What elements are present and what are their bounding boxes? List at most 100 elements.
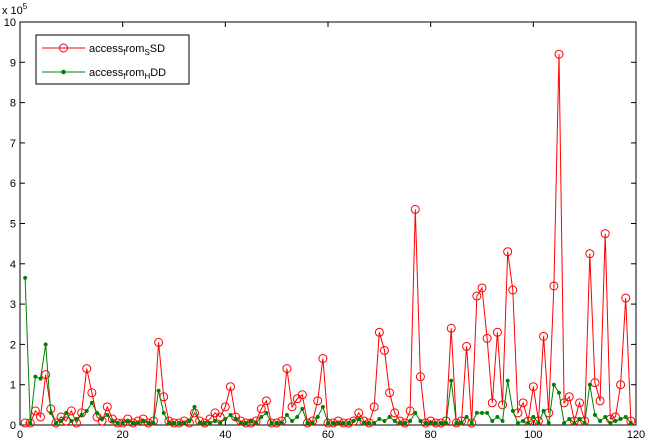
- data-point-hdd: [526, 420, 531, 426]
- legend-marker-ssd: [59, 43, 68, 53]
- data-point-ssd: [220, 402, 230, 412]
- data-point-hdd: [141, 418, 146, 424]
- data-point-hdd: [300, 406, 305, 411]
- y-tick-label: 8: [10, 98, 16, 110]
- data-point-ssd: [261, 396, 271, 406]
- data-point-hdd: [444, 420, 449, 426]
- data-point-hdd: [413, 410, 418, 415]
- data-point-ssd: [154, 337, 164, 347]
- data-point-hdd: [628, 420, 633, 426]
- data-point-hdd: [408, 418, 413, 424]
- legend-entry-ssd: accessfromSSD: [42, 43, 165, 57]
- data-point-hdd: [315, 414, 320, 419]
- data-point-hdd: [223, 416, 228, 422]
- y-exponent-label: x 105: [2, 2, 28, 17]
- axes: 0 20 40 60 80 100 120 0 1 2 3 4 5 6 7 8 9 10: [4, 17, 645, 441]
- legend-ssd-sub2: S: [144, 48, 149, 57]
- data-point-hdd: [264, 410, 269, 415]
- data-point-ssd: [51, 418, 61, 428]
- y-exponent-power: 5: [23, 2, 28, 11]
- data-point-hdd: [521, 418, 526, 424]
- data-point-hdd: [608, 420, 613, 426]
- data-point-hdd: [495, 414, 500, 419]
- data-point-hdd: [454, 420, 459, 426]
- data-point-hdd: [428, 420, 433, 426]
- data-point-hdd: [402, 420, 408, 426]
- data-point-hdd: [351, 418, 356, 424]
- plot-area: [20, 22, 636, 425]
- data-point-ssd: [595, 396, 605, 406]
- data-point-hdd: [105, 412, 110, 417]
- data-point-hdd: [89, 400, 94, 405]
- data-point-ssd: [415, 372, 425, 382]
- data-point-ssd: [379, 345, 389, 355]
- data-point-hdd: [171, 420, 177, 426]
- data-point-hdd: [48, 410, 53, 415]
- data-point-ssd: [503, 247, 513, 257]
- data-point-hdd: [100, 416, 105, 422]
- data-point-ssd: [467, 418, 477, 428]
- legend-marker-hdd: [61, 69, 66, 75]
- data-point-hdd: [433, 420, 438, 426]
- data-point-hdd: [331, 420, 336, 426]
- legend-box: [35, 34, 190, 85]
- y-exponent-base: x 10: [2, 5, 23, 17]
- x-tick-label: 80: [425, 429, 437, 441]
- legend-hdd-mid: rom: [125, 67, 144, 79]
- data-point-ssd: [318, 354, 328, 364]
- data-point-hdd: [469, 420, 474, 426]
- legend-label-hdd: accessfromHDD: [89, 67, 166, 81]
- data-point-ssd: [482, 333, 492, 343]
- data-point-hdd: [43, 342, 48, 347]
- data-point-hdd: [182, 420, 187, 426]
- legend: accessfromSSD accessfromHDD: [35, 34, 190, 85]
- data-point-hdd: [84, 408, 89, 413]
- data-point-hdd: [438, 420, 443, 426]
- legend-ssd-mid: rom: [125, 43, 144, 55]
- y-tick-label: 3: [10, 299, 16, 311]
- data-point-hdd: [546, 420, 551, 426]
- data-point-hdd: [372, 420, 377, 426]
- data-point-hdd: [592, 412, 597, 417]
- x-tick-label: 60: [322, 429, 334, 441]
- data-point-hdd: [110, 418, 115, 424]
- data-point-hdd: [218, 420, 223, 426]
- data-point-hdd: [187, 418, 192, 424]
- data-point-hdd: [233, 416, 238, 422]
- data-point-hdd: [53, 420, 58, 426]
- data-point-hdd: [94, 410, 100, 415]
- data-point-hdd: [474, 410, 479, 415]
- data-point-hdd: [464, 414, 469, 419]
- data-point-ssd: [462, 341, 472, 351]
- data-point-hdd: [556, 390, 562, 395]
- x-tick-label: 40: [219, 429, 231, 441]
- data-point-hdd: [505, 378, 510, 383]
- data-point-hdd: [500, 418, 505, 424]
- data-point-ssd: [282, 364, 292, 374]
- legend-ssd-sub: f: [123, 48, 126, 57]
- data-point-hdd: [274, 420, 279, 426]
- y-tick-label: 6: [10, 178, 16, 190]
- data-point-ssd: [590, 378, 600, 388]
- data-point-hdd: [341, 420, 346, 426]
- data-point-hdd: [146, 420, 151, 426]
- data-point-hdd: [515, 420, 520, 426]
- data-point-hdd: [367, 420, 372, 426]
- data-point-ssd: [349, 416, 359, 426]
- data-point-ssd: [600, 229, 610, 239]
- data-point-hdd: [310, 420, 315, 426]
- legend-ssd-end: SD: [150, 43, 165, 55]
- data-point-ssd: [102, 402, 112, 412]
- data-point-ssd: [410, 204, 420, 214]
- y-tick-label: 2: [10, 339, 16, 351]
- data-point-ssd: [374, 327, 384, 337]
- data-point-hdd: [197, 420, 202, 426]
- data-point-hdd: [305, 420, 310, 426]
- data-point-ssd: [498, 400, 508, 410]
- plot-background: [20, 22, 636, 425]
- data-point-hdd: [377, 416, 382, 422]
- legend-hdd-main: access: [89, 67, 124, 79]
- data-point-ssd: [256, 404, 266, 414]
- data-point-ssd: [82, 364, 92, 374]
- data-point-hdd: [418, 418, 423, 424]
